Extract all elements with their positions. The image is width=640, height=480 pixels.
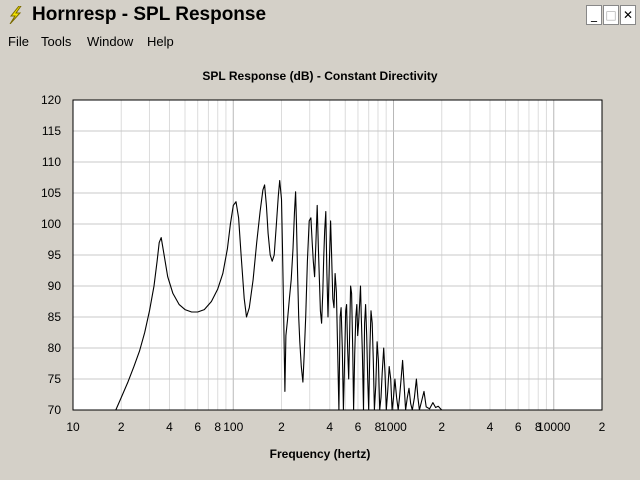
lightning-bolt-icon (9, 6, 22, 24)
x-tick-label: 10000 (537, 420, 571, 434)
x-tick-label: 4 (487, 420, 494, 434)
y-tick-label: 115 (42, 124, 61, 138)
y-tick-label: 120 (41, 93, 61, 107)
x-tick-label: 10 (66, 420, 80, 434)
y-tick-label: 75 (48, 372, 62, 386)
close-button[interactable]: ✕ (620, 5, 636, 25)
x-tick-label: 6 (515, 420, 522, 434)
x-axis-label: Frequency (hertz) (269, 447, 371, 461)
x-tick-label: 4 (326, 420, 333, 434)
x-tick-label: 8 (535, 420, 542, 434)
x-tick-label: 2 (438, 420, 445, 434)
y-tick-label: 105 (41, 186, 61, 200)
minimize-button[interactable]: _ (586, 5, 602, 25)
chart-title: SPL Response (dB) - Constant Directivity (202, 69, 438, 83)
y-tick-label: 100 (41, 217, 61, 231)
y-tick-label: 70 (48, 403, 62, 417)
plot-frame (72, 99, 603, 411)
menu-tools[interactable]: Tools (41, 34, 72, 49)
x-tick-label: 1000 (380, 420, 407, 434)
menu-file[interactable]: File (8, 34, 29, 49)
menu-window[interactable]: Window (87, 34, 134, 49)
y-tick-label: 95 (48, 248, 62, 262)
x-tick-label: 2 (599, 420, 606, 434)
x-tick-label: 6 (194, 420, 201, 434)
x-tick-label: 4 (166, 420, 173, 434)
window-title: Hornresp - SPL Response (32, 4, 267, 25)
y-tick-label: 110 (42, 155, 61, 169)
y-tick-label: 80 (48, 341, 62, 355)
maximize-button[interactable]: □ (603, 5, 619, 25)
spl-response-line (115, 180, 443, 411)
y-tick-label: 85 (48, 310, 62, 324)
y-tick-label: 90 (48, 279, 62, 293)
x-tick-label: 6 (355, 420, 362, 434)
x-tick-label: 2 (118, 420, 125, 434)
title-bar: Hornresp - SPL Response _ □ ✕ (0, 0, 640, 32)
menu-help[interactable]: Help (147, 34, 174, 49)
x-tick-label: 8 (214, 420, 221, 434)
x-tick-label: 2 (278, 420, 285, 434)
x-tick-label: 100 (223, 420, 243, 434)
x-tick-label: 8 (375, 420, 382, 434)
